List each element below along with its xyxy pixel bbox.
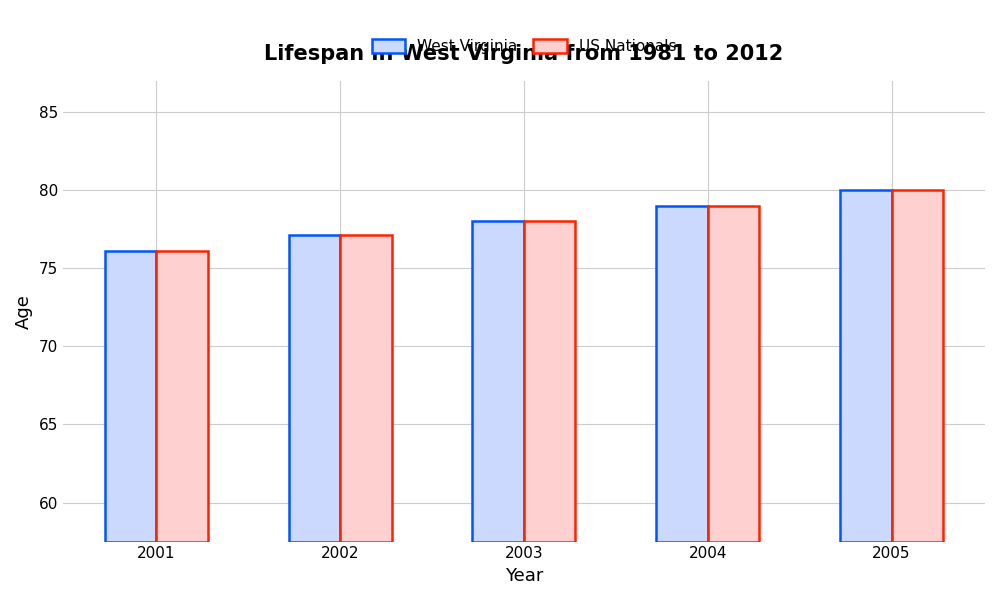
- Bar: [156, 251, 208, 542]
- Bar: [105, 251, 156, 542]
- X-axis label: Year: Year: [505, 567, 543, 585]
- Bar: [472, 221, 524, 542]
- Bar: [840, 190, 892, 542]
- Bar: [656, 206, 708, 542]
- Bar: [289, 235, 340, 542]
- Title: Lifespan in West Virginia from 1981 to 2012: Lifespan in West Virginia from 1981 to 2…: [264, 44, 784, 64]
- Bar: [340, 235, 392, 542]
- Legend: West Virginia, US Nationals: West Virginia, US Nationals: [365, 33, 682, 61]
- Bar: [524, 221, 575, 542]
- Y-axis label: Age: Age: [15, 294, 33, 329]
- Bar: [892, 190, 943, 542]
- Bar: [708, 206, 759, 542]
